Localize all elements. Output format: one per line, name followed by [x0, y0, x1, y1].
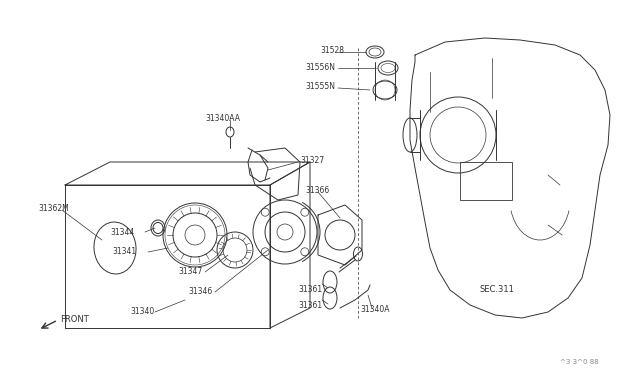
Text: 31556N: 31556N [305, 62, 335, 71]
Text: 31340: 31340 [130, 308, 154, 317]
Text: SEC.311: SEC.311 [480, 285, 515, 295]
Text: 31340AA: 31340AA [205, 113, 240, 122]
Text: FRONT: FRONT [60, 315, 89, 324]
Text: 31346: 31346 [188, 288, 212, 296]
Text: 31361: 31361 [298, 301, 322, 311]
Text: 31340A: 31340A [360, 305, 390, 314]
Text: 31341: 31341 [112, 247, 136, 257]
Text: 31366: 31366 [305, 186, 329, 195]
Text: 31344: 31344 [110, 228, 134, 237]
Bar [460, 162, 512, 200]
Text: 31528: 31528 [320, 45, 344, 55]
Text: 31361: 31361 [298, 285, 322, 295]
Text: 31555N: 31555N [305, 81, 335, 90]
Text: 31327: 31327 [300, 155, 324, 164]
Text: 31362M: 31362M [38, 203, 68, 212]
Text: 31347: 31347 [178, 267, 202, 276]
Text: ^3 3^0 88: ^3 3^0 88 [560, 359, 599, 365]
